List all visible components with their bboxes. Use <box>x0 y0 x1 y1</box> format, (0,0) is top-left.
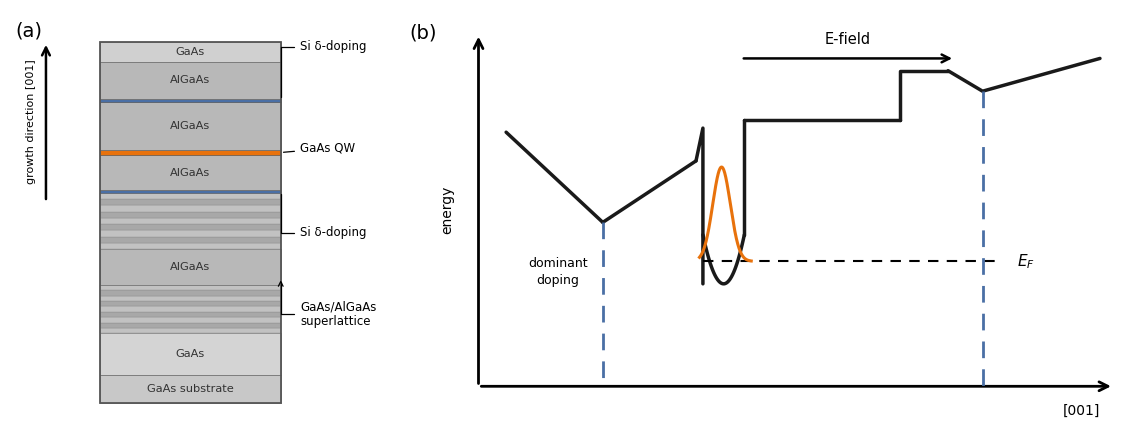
Bar <box>100 224 281 230</box>
Bar <box>100 230 281 237</box>
Text: GaAs: GaAs <box>175 349 205 359</box>
Bar <box>100 99 281 102</box>
Bar <box>100 42 281 61</box>
Bar <box>100 191 281 193</box>
Bar <box>100 42 281 403</box>
Text: GaAs substrate: GaAs substrate <box>147 384 233 394</box>
Bar <box>100 243 281 249</box>
Bar <box>100 249 281 285</box>
Text: (a): (a) <box>15 21 42 41</box>
Bar <box>100 301 281 307</box>
Bar <box>100 218 281 224</box>
Bar <box>100 334 281 375</box>
Bar <box>100 237 281 243</box>
Text: (b): (b) <box>410 24 437 43</box>
Bar <box>100 290 281 296</box>
Bar <box>100 61 281 99</box>
Bar <box>100 296 281 301</box>
Bar <box>100 193 281 199</box>
Bar <box>100 312 281 317</box>
Bar <box>100 102 281 150</box>
Bar <box>100 205 281 212</box>
Text: AlGaAs: AlGaAs <box>170 121 211 131</box>
Bar <box>100 285 281 290</box>
Text: Si δ-doping: Si δ-doping <box>281 194 367 239</box>
Text: Si δ-doping: Si δ-doping <box>281 41 367 98</box>
Text: dominant
doping: dominant doping <box>529 256 588 286</box>
Bar <box>100 307 281 312</box>
Bar <box>100 317 281 323</box>
Bar <box>100 323 281 328</box>
Bar <box>100 375 281 403</box>
Bar <box>100 150 281 155</box>
Text: GaAs/AlGaAs
superlattice: GaAs/AlGaAs superlattice <box>278 282 376 328</box>
Bar <box>100 199 281 205</box>
Text: $E_F$: $E_F$ <box>1018 252 1035 271</box>
Bar <box>100 212 281 218</box>
Text: GaAs QW: GaAs QW <box>283 142 355 155</box>
Text: [001]: [001] <box>1063 404 1100 418</box>
Bar <box>100 328 281 334</box>
Text: AlGaAs: AlGaAs <box>170 262 211 272</box>
Text: energy: energy <box>440 186 454 234</box>
Text: E-field: E-field <box>825 32 871 48</box>
Bar <box>100 155 281 191</box>
Text: AlGaAs: AlGaAs <box>170 75 211 85</box>
Text: GaAs: GaAs <box>175 47 205 57</box>
Text: AlGaAs: AlGaAs <box>170 167 211 177</box>
Text: growth direction [001]: growth direction [001] <box>26 60 35 184</box>
